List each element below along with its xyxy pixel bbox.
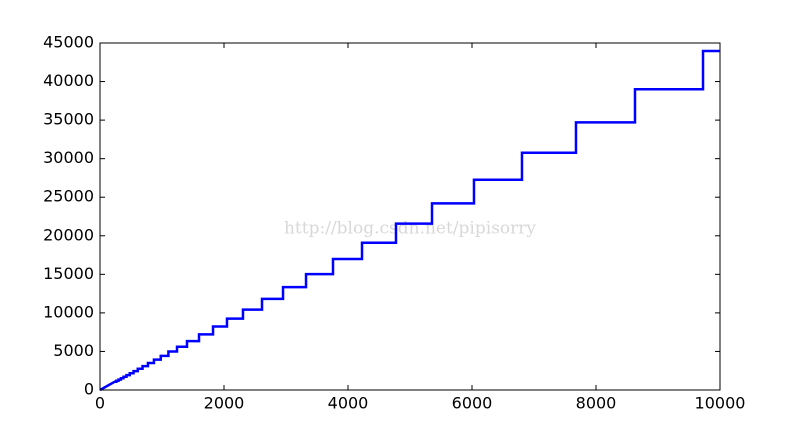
y-tick-label: 20000 (43, 225, 94, 244)
y-tick-label: 35000 (43, 110, 94, 129)
plot-frame (99, 42, 721, 391)
x-tick-label: 4000 (328, 394, 369, 413)
y-tick-label: 15000 (43, 264, 94, 283)
x-tick-label: 2000 (204, 394, 245, 413)
line (99, 49, 720, 392)
x-tick-label: 10000 (695, 394, 746, 413)
x-tick-label: 8000 (576, 394, 617, 413)
y-tick-label: 25000 (43, 187, 94, 206)
y-tick-label: 10000 (43, 302, 94, 321)
y-tick-label: 5000 (53, 341, 94, 360)
y-tick-label: 30000 (43, 148, 94, 167)
x-tick-label: 0 (95, 394, 105, 413)
y-tick-label: 40000 (43, 71, 94, 90)
watermark: http://blog.csdn.net/pipisorry (284, 219, 536, 239)
y-tick-label: 45000 (43, 33, 94, 52)
y-tick-label: 0 (84, 380, 94, 399)
x-tick-label: 6000 (452, 394, 493, 413)
